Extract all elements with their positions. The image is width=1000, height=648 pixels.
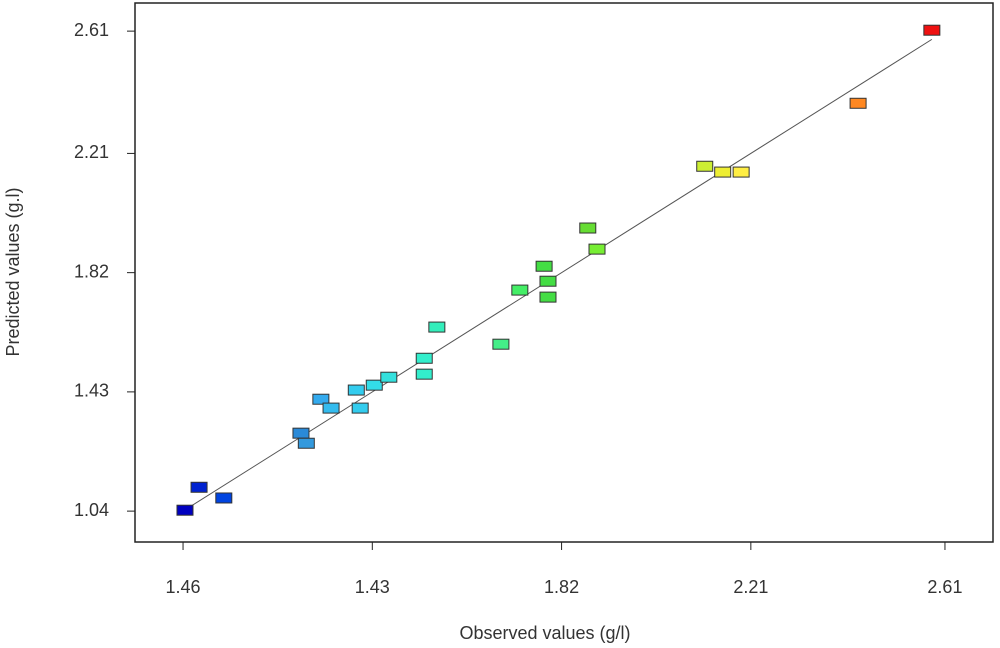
point [312,393,330,405]
y-tick-label: 2.21 [74,142,109,162]
point [923,24,941,36]
point [714,166,732,178]
x-tick-label: 1.43 [355,577,390,597]
y-axis-label: Predicted values (g.l) [3,187,23,356]
point [322,402,340,414]
point [492,338,510,350]
plot-frame [134,2,994,543]
point [176,504,194,516]
x-tick-label: 2.21 [733,577,768,597]
point [415,368,433,380]
point [732,166,750,178]
x-tick-label: 1.82 [544,577,579,597]
y-tick-label: 2.61 [74,20,109,40]
point [579,222,597,234]
point [539,291,557,303]
point [428,321,446,333]
y-tick-label: 1.82 [74,261,109,281]
point [415,352,433,364]
point [190,481,208,493]
point [365,379,383,391]
point [511,284,529,296]
point [539,275,557,287]
x-tick-label: 1.46 [166,577,201,597]
point [588,243,606,255]
reference-line [184,38,933,511]
y-tick-label: 1.43 [74,381,109,401]
point [215,492,233,504]
point [292,427,310,439]
x-axis-label: Observed values (g/l) [459,623,630,643]
point [347,384,365,396]
y-tick-label: 1.04 [74,500,109,520]
point [351,402,369,414]
point [297,437,315,449]
x-tick-label: 2.61 [927,577,962,597]
point [696,160,714,172]
point [535,260,553,272]
point [380,371,398,383]
point [849,97,867,109]
